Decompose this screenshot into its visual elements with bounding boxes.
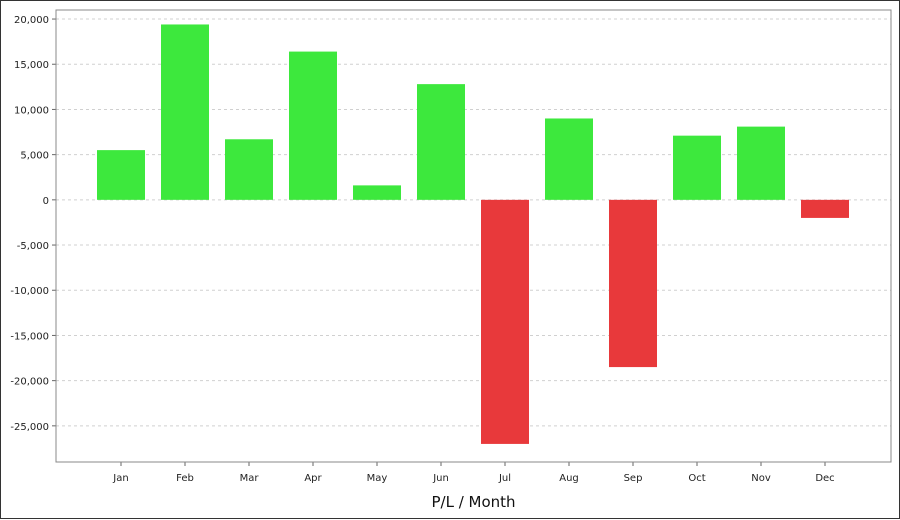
x-tick-label: Sep <box>624 473 643 484</box>
bar-feb <box>161 24 209 200</box>
x-tick-label: Aug <box>559 473 579 484</box>
y-tick-label: 0 <box>43 196 49 207</box>
bars <box>97 24 849 444</box>
x-tick-label: Feb <box>176 473 194 484</box>
y-tick-label: 10,000 <box>14 105 49 116</box>
y-tick-label: -15,000 <box>10 331 49 342</box>
x-tick-label: Apr <box>304 473 322 484</box>
y-tick-label: -5,000 <box>17 241 49 252</box>
bar-oct <box>673 135 721 200</box>
bar-jun <box>417 84 465 200</box>
y-tick-label: -10,000 <box>10 286 49 297</box>
x-axis-title: P/L / Month <box>431 493 515 511</box>
x-tick-label: Jun <box>432 473 449 484</box>
bar-dec <box>801 199 849 218</box>
x-tick-label: Nov <box>751 473 771 484</box>
x-tick-label: Mar <box>240 473 260 484</box>
bar-may <box>353 185 401 200</box>
bar-nov <box>737 126 785 200</box>
x-axis-ticks: Jan Feb Mar Apr May Jun Jul Aug Sep Oct Nov Dec <box>112 462 835 484</box>
x-tick-label: Oct <box>688 473 705 484</box>
y-tick-label: -25,000 <box>10 422 49 433</box>
bar-aug <box>545 118 593 200</box>
x-tick-label: Dec <box>815 473 834 484</box>
x-tick-label: Jan <box>112 473 128 484</box>
bar-sep <box>609 199 657 368</box>
y-axis-ticks: 20,000 15,000 10,000 5,000 0 -5,000 -10,000 -15… <box>10 15 56 433</box>
plot-area-border <box>55 9 892 463</box>
x-tick-label: Jul <box>498 473 511 484</box>
y-tick-label: 15,000 <box>14 60 49 71</box>
bar-mar <box>225 139 273 200</box>
bar-jul <box>481 199 529 444</box>
y-tick-label: 20,000 <box>14 15 49 26</box>
y-tick-label: 5,000 <box>20 151 49 162</box>
x-tick-label: May <box>367 473 388 484</box>
bar-jan <box>97 150 145 200</box>
bar-apr <box>289 51 337 200</box>
y-tick-label: -20,000 <box>10 377 49 388</box>
